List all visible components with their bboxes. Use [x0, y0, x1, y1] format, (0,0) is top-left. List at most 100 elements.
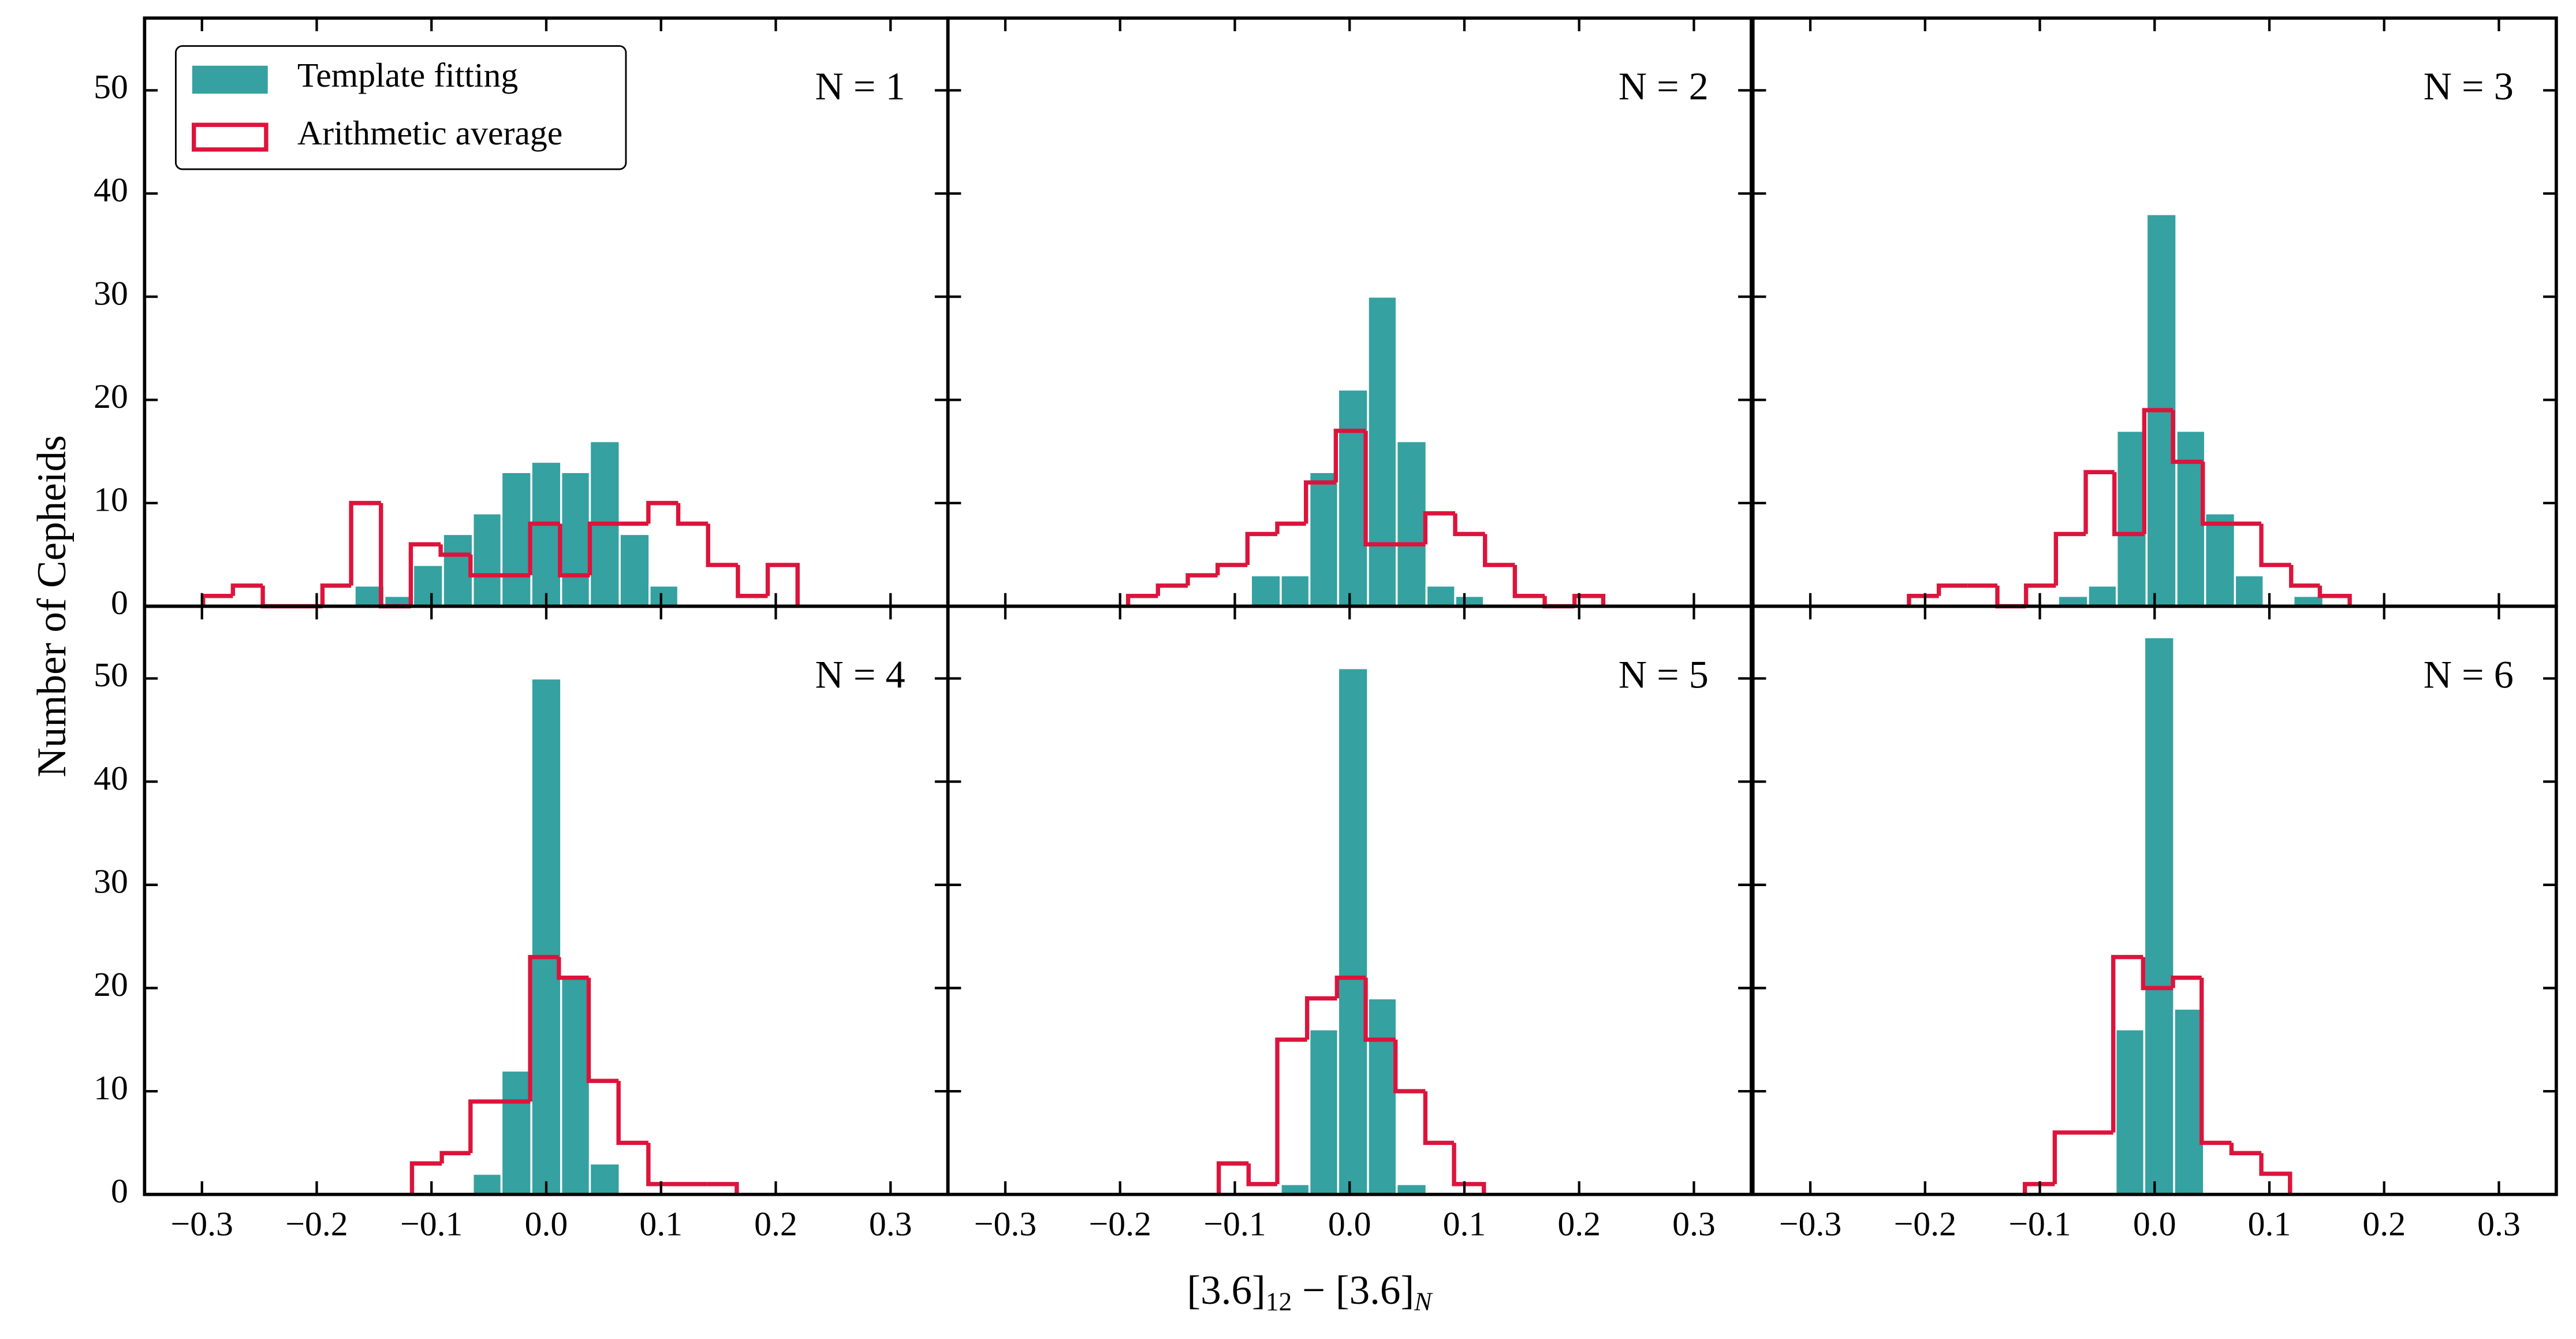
y-axis-label: Number of Cepheids — [29, 435, 74, 777]
step — [439, 1151, 471, 1164]
x-tick-label: 0.0 — [2133, 1204, 2176, 1243]
bar — [472, 512, 503, 608]
step — [1512, 565, 1545, 598]
step — [1995, 585, 2026, 609]
x-label-sub: N — [1414, 1287, 1433, 1316]
step — [349, 501, 381, 586]
bar — [648, 585, 680, 608]
step — [1423, 511, 1456, 545]
step — [1215, 563, 1248, 575]
x-tick-label: 0.1 — [1443, 1204, 1486, 1243]
step — [2052, 1130, 2085, 1184]
legend-label: Arithmetic average — [297, 114, 562, 152]
panel-label: N = 2 — [1619, 64, 1709, 108]
step — [1275, 1037, 1307, 1184]
step — [468, 555, 501, 578]
step — [468, 1099, 501, 1154]
x-tick-label: 0.0 — [525, 1204, 568, 1243]
step — [1275, 521, 1306, 534]
step — [2200, 977, 2232, 1145]
step — [1216, 1161, 1249, 1195]
step — [528, 955, 559, 1102]
step — [230, 583, 263, 596]
bar — [500, 471, 532, 608]
y-tick-label: 40 — [94, 171, 128, 209]
step — [765, 563, 800, 607]
bar — [1337, 388, 1369, 608]
bar — [500, 1069, 532, 1196]
step — [2083, 470, 2115, 534]
x-tick-label: −0.1 — [1203, 1204, 1266, 1243]
step — [2201, 462, 2233, 526]
bar — [1425, 585, 1456, 608]
step — [260, 585, 293, 609]
x-tick-label: 0.3 — [869, 1204, 912, 1243]
x-tick-label: 0.2 — [1557, 1204, 1601, 1243]
step — [1453, 513, 1485, 537]
step — [557, 957, 589, 980]
x-tick-label: −0.2 — [1894, 1204, 1956, 1243]
y-tick-label: 0 — [111, 583, 128, 622]
step — [1304, 996, 1337, 1040]
step — [1303, 480, 1336, 524]
x-tick-label: −0.3 — [974, 1204, 1037, 1243]
y-tick-label: 50 — [94, 68, 128, 106]
step — [2171, 975, 2202, 988]
panel-label: N = 6 — [2424, 652, 2514, 696]
bar — [2087, 585, 2118, 608]
step — [2171, 410, 2203, 464]
x-tick-label: 0.2 — [2362, 1204, 2406, 1243]
y-tick-label: 10 — [94, 1069, 128, 1107]
bar — [1308, 471, 1340, 608]
bar — [2234, 574, 2265, 608]
step — [676, 503, 709, 526]
bar — [1367, 295, 1398, 608]
step — [2142, 408, 2174, 534]
step — [1155, 583, 1188, 596]
step — [1572, 593, 1606, 607]
step — [2053, 531, 2086, 586]
legend-swatch — [192, 122, 269, 152]
panel-label: N = 3 — [2424, 64, 2514, 108]
x-tick-label: 0.1 — [639, 1204, 683, 1243]
x-tick-label: 0.3 — [1672, 1204, 1716, 1243]
x-tick-label: −0.3 — [171, 1204, 233, 1243]
step — [707, 1182, 739, 1195]
step — [1245, 531, 1277, 566]
x-tick-label: 0.2 — [754, 1204, 797, 1243]
step — [2112, 472, 2145, 537]
step — [586, 977, 619, 1083]
x-tick-label: −0.2 — [285, 1204, 348, 1243]
x-label-sub: 12 — [1266, 1287, 1292, 1316]
panel-frame — [1751, 604, 2558, 1196]
bar — [1367, 997, 1398, 1196]
step — [2317, 585, 2352, 607]
bar — [412, 564, 444, 608]
x-tick-label: 0.1 — [2248, 1204, 2291, 1243]
step — [528, 521, 560, 575]
legend-swatch — [192, 65, 268, 94]
step — [736, 565, 768, 598]
step — [1907, 593, 1939, 607]
bar — [442, 533, 474, 608]
panel-label: N = 4 — [815, 652, 905, 696]
panel-label: N = 5 — [1619, 652, 1709, 696]
step — [1393, 1039, 1426, 1093]
step — [1186, 573, 1218, 586]
step — [558, 523, 590, 578]
bar — [1250, 574, 1282, 608]
step — [2259, 523, 2291, 567]
bar — [472, 1173, 503, 1196]
x-label-part: [3.6] — [1187, 1269, 1265, 1314]
x-axis-label: [3.6]12 − [3.6]N — [1187, 1269, 1433, 1316]
step — [438, 544, 471, 557]
y-tick-label: 0 — [111, 1171, 128, 1210]
step — [646, 501, 679, 524]
x-tick-label: −0.3 — [1779, 1204, 1841, 1243]
step — [2111, 955, 2143, 1133]
x-tick-label: −0.1 — [2008, 1204, 2071, 1243]
step — [320, 583, 352, 607]
bar — [2114, 1028, 2146, 1196]
step — [1333, 429, 1366, 483]
